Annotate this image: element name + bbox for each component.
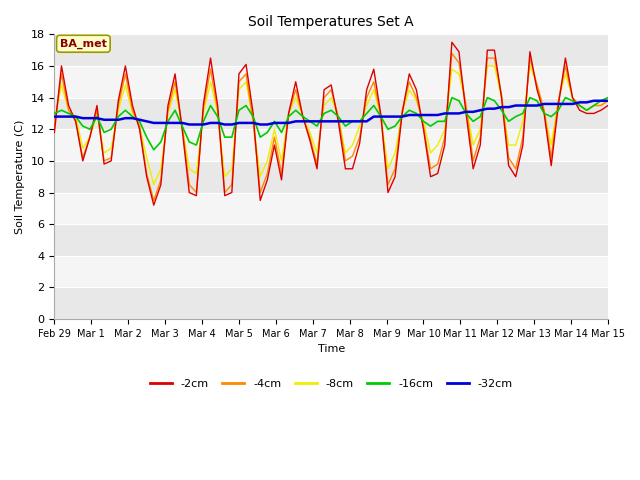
Bar bbox=[54, 66, 608, 97]
Bar bbox=[54, 129, 608, 161]
Y-axis label: Soil Temperature (C): Soil Temperature (C) bbox=[15, 120, 25, 234]
Legend: -2cm, -4cm, -8cm, -16cm, -32cm: -2cm, -4cm, -8cm, -16cm, -32cm bbox=[145, 374, 517, 393]
Bar bbox=[54, 35, 608, 66]
Bar bbox=[54, 192, 608, 224]
Bar bbox=[54, 256, 608, 288]
Bar bbox=[54, 161, 608, 192]
Bar bbox=[54, 288, 608, 319]
X-axis label: Time: Time bbox=[317, 344, 345, 354]
Text: BA_met: BA_met bbox=[60, 38, 107, 49]
Bar bbox=[54, 97, 608, 129]
Title: Soil Temperatures Set A: Soil Temperatures Set A bbox=[248, 15, 414, 29]
Bar bbox=[54, 224, 608, 256]
